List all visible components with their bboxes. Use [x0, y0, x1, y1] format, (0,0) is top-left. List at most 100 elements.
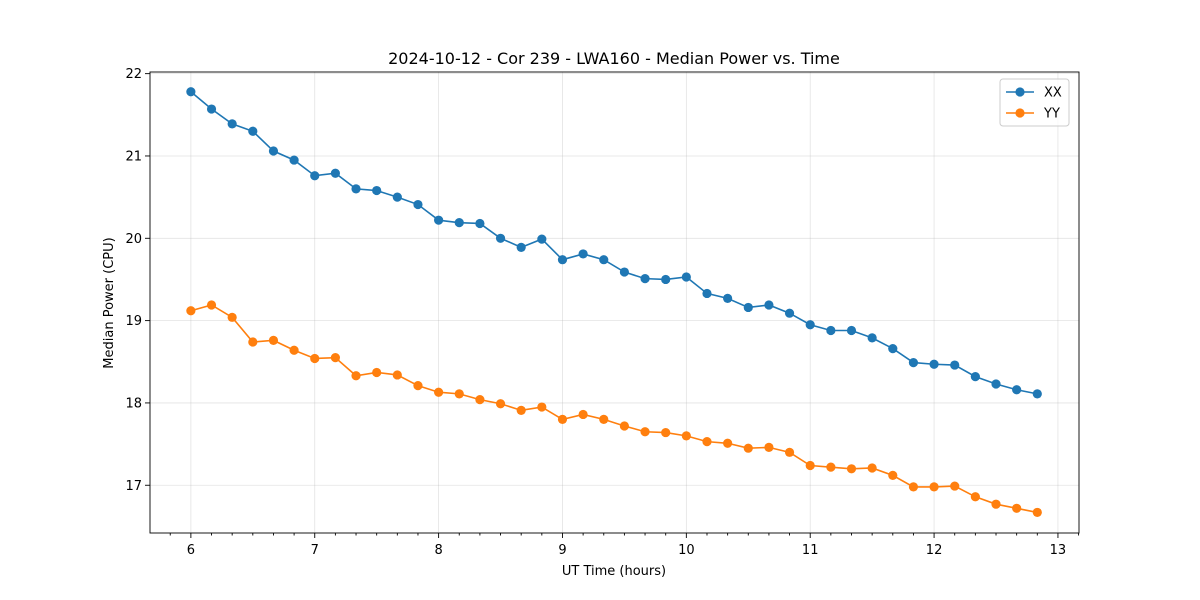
data-point-yy: [289, 345, 299, 355]
data-point-yy: [578, 409, 588, 420]
series-yy: [186, 300, 1042, 518]
data-point-yy: [330, 353, 340, 363]
data-point-yy: [723, 438, 733, 448]
x-axis-ticks: 6 7 8 9 10 11 12 13: [169, 533, 1080, 558]
data-point-yy: [248, 337, 258, 347]
data-point-xx: [991, 379, 1001, 389]
data-point-yy: [1012, 503, 1022, 513]
data-point-xx: [784, 308, 795, 318]
x-tick-label: 13: [1050, 543, 1067, 558]
legend-item-yy: YY: [1006, 107, 1060, 122]
data-point-xx: [599, 255, 609, 265]
data-point-xx: [908, 357, 919, 368]
x-tick-label: 6: [187, 543, 195, 558]
data-point-xx: [846, 325, 857, 336]
series-xx: [186, 87, 1042, 399]
data-point-yy: [970, 492, 980, 502]
data-point-yy: [784, 447, 795, 457]
data-point-yy: [743, 443, 753, 453]
grid: [150, 72, 1079, 533]
data-point-yy: [991, 499, 1001, 509]
data-point-yy: [392, 370, 402, 380]
legend-marker: [1015, 108, 1025, 118]
data-point-yy: [950, 481, 960, 491]
y-tick-label: 22: [125, 67, 142, 82]
data-point-yy: [826, 462, 836, 472]
data-point-xx: [206, 104, 217, 114]
data-point-yy: [557, 414, 568, 424]
data-point-yy: [619, 421, 630, 431]
legend-item-xx: XX: [1006, 86, 1062, 101]
data-point-xx: [495, 233, 506, 243]
data-point-yy: [640, 427, 650, 437]
data-point-yy: [908, 482, 919, 492]
data-point-yy: [805, 460, 815, 471]
data-point-xx: [805, 320, 815, 330]
data-point-yy: [888, 470, 898, 480]
data-point-xx: [372, 185, 382, 196]
data-point-yy: [475, 395, 485, 405]
data-point-xx: [434, 215, 444, 225]
y-tick-label: 19: [125, 314, 142, 329]
y-axis-ticks: 17 18 19 20 21 22: [125, 67, 150, 494]
data-point-yy: [351, 371, 361, 381]
data-point-xx: [537, 234, 547, 244]
data-point-yy: [846, 464, 857, 474]
data-point-yy: [516, 405, 526, 415]
data-point-xx: [454, 218, 464, 228]
data-point-xx: [929, 359, 939, 369]
data-point-yy: [268, 335, 279, 345]
data-point-xx: [248, 126, 258, 136]
y-tick-label: 18: [125, 396, 142, 411]
series-layer: [186, 87, 1042, 518]
data-point-yy: [702, 437, 712, 447]
data-point-xx: [330, 168, 340, 178]
data-point-yy: [413, 381, 423, 391]
y-tick-label: 21: [125, 149, 142, 164]
data-point-xx: [661, 274, 671, 285]
legend: XX YY: [999, 78, 1070, 127]
data-point-yy: [454, 389, 464, 399]
data-point-yy: [310, 353, 320, 364]
x-tick-label: 9: [558, 543, 566, 558]
series-line-yy: [190, 304, 1038, 514]
data-point-yy: [929, 482, 939, 492]
data-point-yy: [1032, 507, 1042, 518]
data-point-xx: [681, 272, 691, 282]
data-point-xx: [475, 218, 485, 229]
plot-frame: [149, 71, 1080, 534]
data-point-xx: [764, 300, 774, 310]
data-point-yy: [681, 431, 691, 441]
x-tick-label: 10: [678, 543, 695, 558]
data-point-yy: [599, 414, 609, 424]
data-point-yy: [661, 427, 671, 438]
data-point-xx: [1012, 385, 1022, 395]
data-point-xx: [867, 333, 877, 343]
data-point-xx: [392, 192, 402, 202]
data-point-xx: [413, 199, 423, 210]
data-point-xx: [640, 274, 650, 284]
data-point-yy: [372, 367, 382, 378]
y-tick-label: 17: [125, 479, 142, 494]
x-tick-label: 8: [434, 543, 442, 558]
data-point-yy: [434, 387, 444, 397]
data-point-yy: [206, 300, 217, 310]
y-axis-label: Median Power (CPU): [102, 237, 117, 368]
legend-marker: [1015, 87, 1025, 97]
data-point-xx: [950, 360, 960, 370]
legend-label: XX: [1044, 86, 1062, 101]
data-point-xx: [578, 249, 588, 259]
data-point-xx: [826, 325, 836, 336]
chart-title: 2024-10-12 - Cor 239 - LWA160 - Median P…: [388, 49, 840, 68]
data-point-xx: [743, 302, 753, 313]
data-point-xx: [723, 293, 733, 303]
y-tick-label: 20: [125, 232, 142, 247]
data-point-xx: [702, 288, 712, 299]
series-line-xx: [190, 91, 1038, 395]
data-point-yy: [867, 463, 877, 473]
data-point-xx: [557, 255, 568, 265]
data-point-xx: [970, 371, 980, 382]
data-point-yy: [764, 442, 774, 452]
data-point-xx: [289, 155, 299, 165]
